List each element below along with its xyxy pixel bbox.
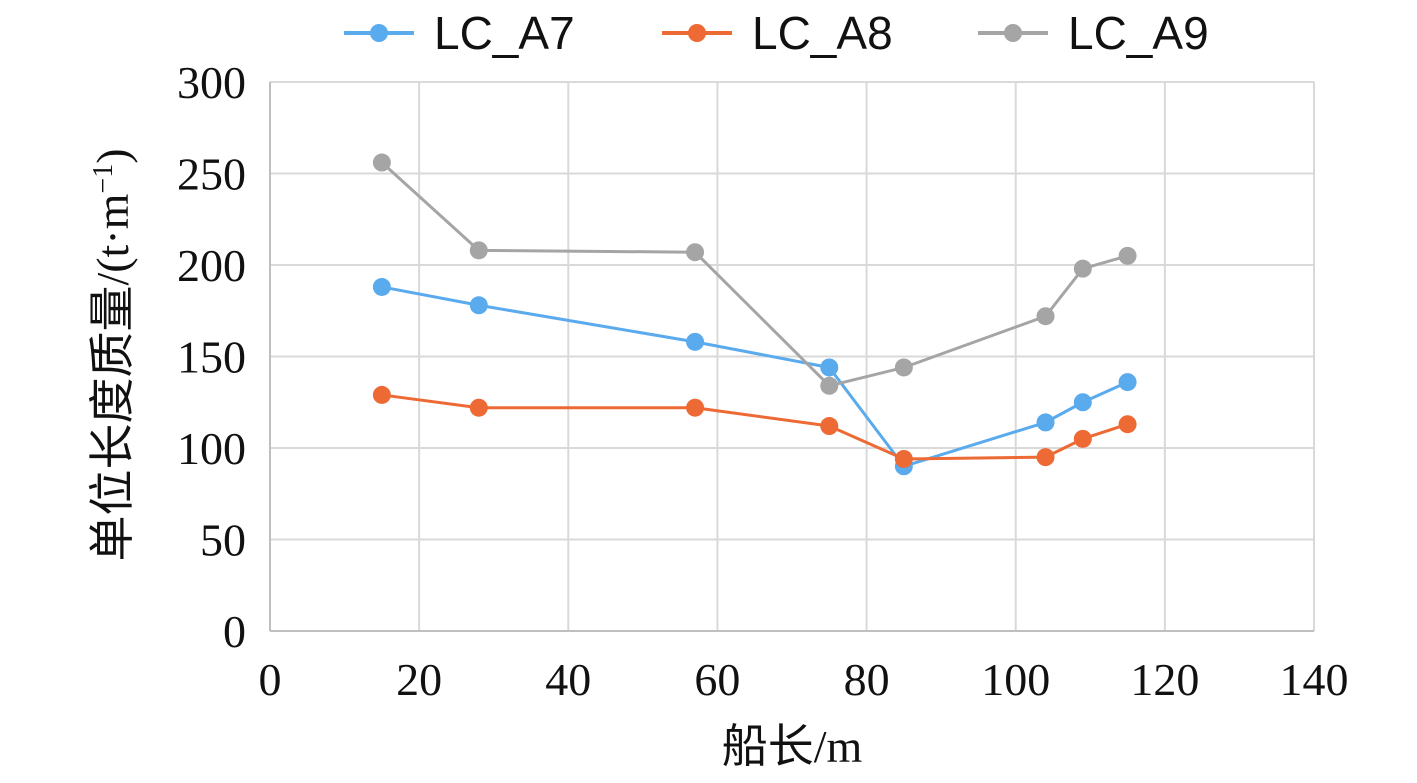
data-point-lc-a7 <box>1118 373 1137 392</box>
data-point-lc-a8 <box>372 385 391 404</box>
data-point-lc-a8 <box>894 449 913 468</box>
y-axis-title-main: 单位长度质量/(t·m <box>87 193 138 561</box>
x-tick-label: 100 <box>981 654 1050 705</box>
legend-item-lc-a9: LC_A9 <box>978 7 1209 59</box>
y-tick-label: 0 <box>223 606 246 657</box>
grid <box>270 81 1315 631</box>
data-point-lc-a8 <box>1118 415 1137 434</box>
data-point-lc-a9 <box>894 358 913 377</box>
data-point-lc-a9 <box>469 241 488 260</box>
series-lc-a7 <box>372 277 1137 476</box>
series-lc-a8 <box>372 385 1137 468</box>
legend-item-lc-a7: LC_A7 <box>344 7 575 59</box>
data-point-lc-a8 <box>469 398 488 417</box>
y-axis-title-exponent: −1 <box>88 164 119 194</box>
axes: 0 20 40 60 80 100 120 140 0 50 100 150 200 250 300 <box>177 57 1349 705</box>
data-point-lc-a7 <box>686 332 705 351</box>
data-point-lc-a7 <box>469 296 488 315</box>
legend-label: LC_A7 <box>434 7 575 59</box>
x-tick-label: 20 <box>396 654 442 705</box>
legend-label: LC_A9 <box>1068 7 1209 59</box>
y-tick-label: 150 <box>177 332 246 383</box>
data-point-lc-a9 <box>1073 259 1092 278</box>
y-tick-label: 100 <box>177 423 246 474</box>
y-axis-title: 单位长度质量/(t·m−1) <box>87 148 138 561</box>
data-point-lc-a9 <box>372 153 391 172</box>
data-point-lc-a7 <box>820 358 839 377</box>
legend: LC_A7 LC_A8 LC_A9 <box>344 7 1209 59</box>
data-point-lc-a9 <box>820 376 839 395</box>
data-point-lc-a8 <box>686 398 705 417</box>
series-group <box>372 153 1137 476</box>
series-line-lc-a9 <box>380 161 1128 388</box>
legend-item-lc-a8: LC_A8 <box>662 7 893 59</box>
x-tick-label: 60 <box>694 654 740 705</box>
data-point-lc-a7 <box>1036 413 1055 432</box>
x-tick-label: 120 <box>1130 654 1199 705</box>
series-lc-a9 <box>372 153 1137 395</box>
legend-swatch-marker <box>1004 24 1022 42</box>
data-point-lc-a9 <box>1118 246 1137 265</box>
data-point-lc-a7 <box>1073 393 1092 412</box>
data-point-lc-a8 <box>1073 429 1092 448</box>
y-axis-title-suffix: ) <box>87 148 138 163</box>
data-point-lc-a8 <box>1036 448 1055 467</box>
y-tick-label: 200 <box>177 240 246 291</box>
legend-swatch-marker <box>688 24 706 42</box>
x-tick-label: 140 <box>1280 654 1349 705</box>
data-point-lc-a8 <box>820 417 839 436</box>
x-tick-label: 0 <box>259 654 282 705</box>
data-point-lc-a7 <box>372 277 391 296</box>
x-tick-label: 80 <box>844 654 890 705</box>
y-tick-label: 50 <box>200 515 246 566</box>
x-tick-label: 40 <box>545 654 591 705</box>
data-point-lc-a9 <box>1036 307 1055 326</box>
x-axis-title: 船长/m <box>722 721 863 772</box>
y-tick-label: 300 <box>177 57 246 108</box>
legend-swatch-marker <box>370 24 388 42</box>
data-point-lc-a9 <box>686 243 705 262</box>
legend-label: LC_A8 <box>752 7 893 59</box>
y-tick-label: 250 <box>177 149 246 200</box>
